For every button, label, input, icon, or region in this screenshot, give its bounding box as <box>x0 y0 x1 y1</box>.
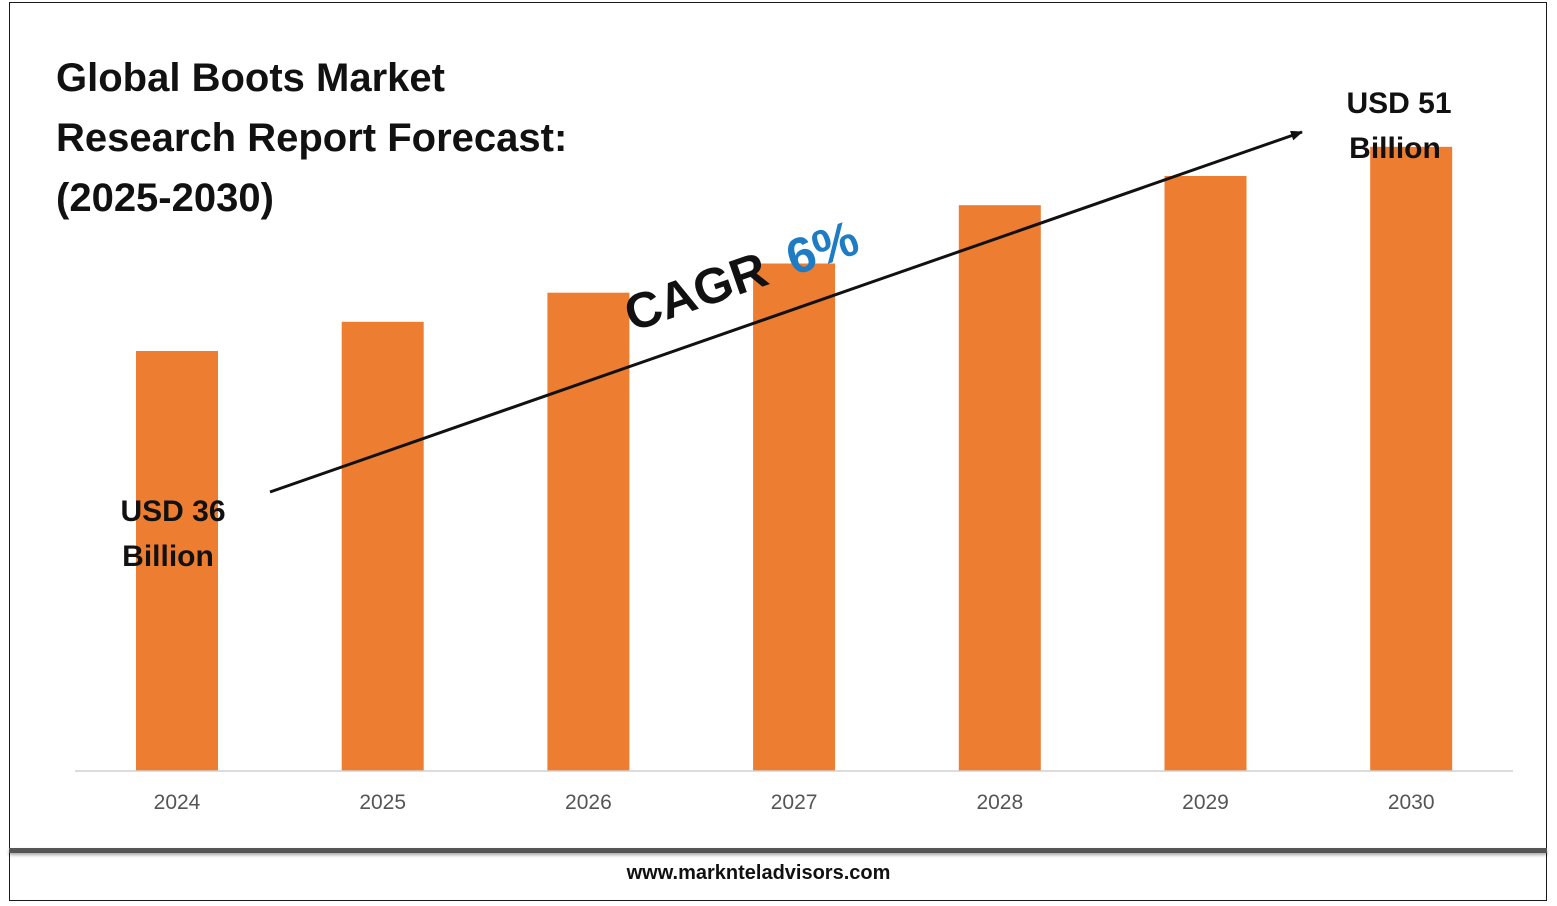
x-tick-label-2030: 2030 <box>1388 791 1435 814</box>
title-line-1: Global Boots Market <box>56 56 445 100</box>
bar-2024 <box>136 351 218 771</box>
bar-2027 <box>753 263 836 771</box>
bar-2028 <box>958 205 1041 771</box>
start-value-line-1: USD 36 <box>120 495 225 528</box>
bar-2025 <box>341 321 424 771</box>
end-value-line-2: Billion <box>1349 132 1441 165</box>
cagr-prefix: CAGR <box>617 241 774 342</box>
x-tick-label-2027: 2027 <box>771 791 818 814</box>
bars <box>136 146 1453 772</box>
x-tick-label-2025: 2025 <box>359 791 406 814</box>
title-line-2: Research Report Forecast: <box>56 116 568 160</box>
end-value-line-1: USD 51 <box>1346 87 1451 120</box>
x-tick-label-2029: 2029 <box>1182 791 1229 814</box>
footer-divider <box>9 848 1547 853</box>
cagr-trend-arrow <box>269 130 1303 494</box>
bar-chart: 2024 2025 2026 2027 2028 2029 2030 CAGR 6% USD… <box>75 87 1513 814</box>
bar-2029 <box>1164 176 1247 771</box>
title-line-3: (2025-2030) <box>56 176 274 220</box>
footer-url: www.marknteladvisors.com <box>626 862 891 884</box>
bar-2030 <box>1370 146 1453 772</box>
x-tick-labels: 2024 2025 2026 2027 2028 2029 2030 <box>154 791 1435 814</box>
x-tick-label-2026: 2026 <box>565 791 612 814</box>
x-tick-label-2024: 2024 <box>154 791 201 814</box>
bar-2026 <box>547 292 630 771</box>
x-tick-label-2028: 2028 <box>976 791 1023 814</box>
chart-title: Global Boots Market Research Report Fore… <box>56 48 567 228</box>
start-value-line-2: Billion <box>122 540 214 573</box>
chart-frame <box>9 2 1547 901</box>
